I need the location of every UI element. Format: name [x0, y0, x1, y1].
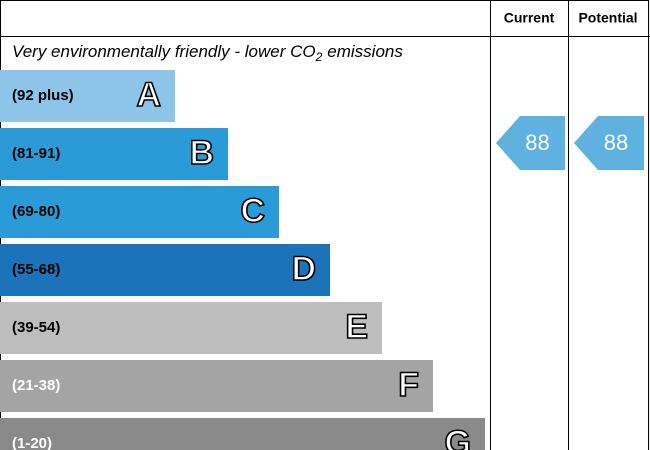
band-letter: F	[398, 366, 419, 404]
band-letter: G	[445, 424, 471, 450]
band-range: (55-68)	[12, 261, 60, 278]
band-letter: A	[136, 76, 161, 114]
band-bar	[0, 244, 330, 296]
rating-value: 88	[525, 130, 549, 155]
band-bar	[0, 302, 382, 354]
band-bar	[0, 128, 228, 180]
rating-arrow	[496, 116, 565, 170]
band-letter: C	[240, 192, 265, 230]
subtitle-text: emissions	[327, 42, 403, 61]
band-bar	[0, 70, 175, 122]
rating-arrow	[574, 116, 644, 170]
band-range: (92 plus)	[12, 87, 74, 104]
rating-value: 88	[604, 130, 628, 155]
band-bar	[0, 186, 279, 238]
band-range: (39-54)	[12, 319, 60, 336]
band-bar	[0, 360, 433, 412]
band-letter: D	[291, 250, 316, 288]
band-range: (69-80)	[12, 203, 60, 220]
current-header: Current	[504, 10, 555, 26]
subtitle-text: Very environmentally friendly - lower CO	[12, 42, 316, 61]
subtitle-sub: 2	[315, 50, 323, 64]
potential-header: Potential	[578, 10, 637, 26]
band-bar	[0, 418, 485, 450]
band-letter: E	[345, 308, 368, 346]
band-range: (81-91)	[12, 145, 60, 162]
band-letter: B	[189, 134, 214, 172]
band-range: (1-20)	[12, 435, 52, 450]
band-range: (21-38)	[12, 377, 60, 394]
subtitle: Very environmentally friendly - lower CO…	[12, 42, 403, 64]
